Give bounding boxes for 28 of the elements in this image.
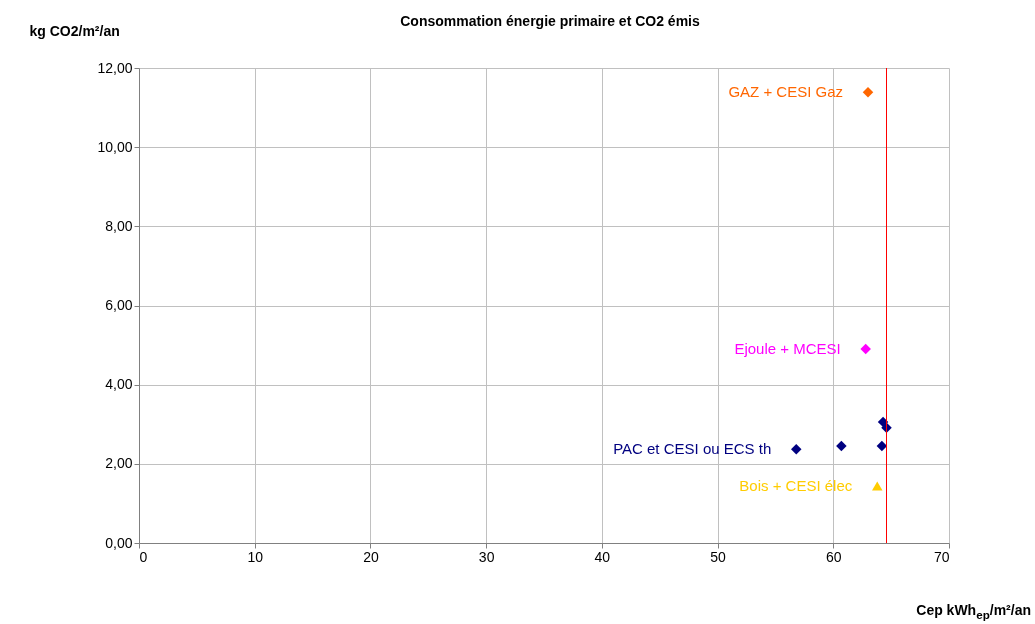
series-label: Ejoule + MCESI: [734, 340, 841, 358]
x-tick-label: 20: [363, 548, 379, 565]
x-tick-label: 70: [933, 548, 950, 565]
x-tick-label: 50: [710, 548, 727, 565]
series-label: GAZ + CESI Gaz: [728, 83, 843, 101]
y-tick-label: 2,00: [105, 455, 133, 472]
y-axis-title: kg CO2/m²/an: [29, 22, 120, 39]
series-label: PAC et CESI ou ECS th: [613, 440, 772, 458]
x-tick-label: 0: [139, 548, 148, 565]
y-tick-label: 8,00: [105, 217, 133, 234]
y-tick-label: 4,00: [105, 376, 133, 393]
point: [836, 440, 847, 452]
x-axis-title: Cep kWh$_{ep}$/m²/an: [916, 602, 1031, 621]
y-tick-label: 12,00: [97, 59, 133, 76]
point: [860, 343, 871, 355]
y-tick-label: 0,00: [105, 534, 133, 551]
point: [862, 86, 874, 98]
point: [872, 481, 883, 491]
x-tick-label: 10: [247, 548, 264, 565]
chart-title: Consommation énergie primaire et CO2 émis: [400, 13, 700, 29]
series-label: Bois + CESI élec: [739, 477, 853, 494]
x-tick-label: 60: [826, 548, 842, 565]
y-tick-label: 6,00: [105, 297, 133, 313]
point: [791, 443, 802, 455]
point: [877, 416, 889, 428]
x-tick-label: 40: [594, 548, 611, 565]
y-tick-label: 10,00: [97, 138, 133, 155]
x-tick-label: 30: [478, 548, 495, 565]
